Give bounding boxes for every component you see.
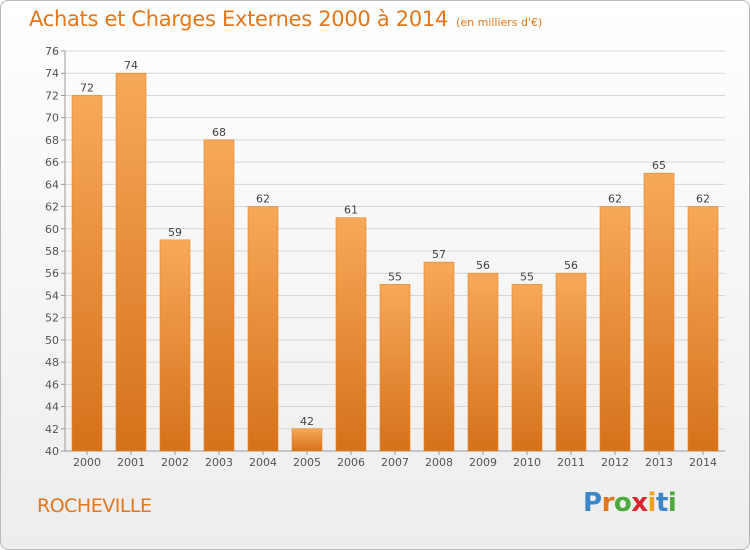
bar-2012 [599, 206, 631, 452]
data-label-2011: 56 [564, 259, 578, 272]
chart-title-row: Achats et Charges Externes 2000 à 2014 (e… [29, 7, 542, 31]
logo-letter: i [667, 488, 677, 518]
y-tick-label: 64 [45, 178, 59, 191]
data-label-2012: 62 [608, 193, 622, 206]
logo-letter: x [631, 488, 648, 518]
logo-letter: P [583, 488, 602, 518]
y-tick-label: 42 [45, 423, 59, 436]
data-label-2006: 61 [344, 204, 358, 217]
bar-2011 [555, 272, 587, 452]
logo-letter: i [647, 488, 657, 518]
bar-2006 [335, 217, 367, 452]
bar-2001 [115, 72, 147, 452]
x-tick-label: 2008 [425, 456, 453, 469]
logo-letter: r [601, 488, 615, 518]
bar-2003 [203, 139, 235, 452]
y-tick-label: 50 [45, 334, 59, 347]
y-tick-label: 72 [45, 89, 59, 102]
y-tick-label: 68 [45, 134, 59, 147]
y-tick-label: 76 [45, 45, 59, 58]
bar-2002 [159, 239, 191, 452]
bar-layer [71, 72, 719, 452]
x-tick-label: 2009 [469, 456, 497, 469]
y-tick-label: 52 [45, 312, 59, 325]
y-tick-label: 74 [45, 67, 59, 80]
proxiti-logo[interactable]: Proxiti [583, 488, 677, 518]
bar-2004 [247, 206, 279, 452]
y-tick-label: 40 [45, 445, 59, 458]
y-tick-label: 70 [45, 112, 59, 125]
bar-2010 [511, 284, 543, 452]
axis-layer: 40 42 44 46 48 50 52 54 56 58 60 62 64 66 68 70 72 74 76 20… [45, 45, 725, 469]
data-label-2004: 62 [256, 193, 270, 206]
chart-title: Achats et Charges Externes 2000 à 2014 [29, 7, 449, 31]
x-tick-label: 2000 [73, 456, 101, 469]
x-tick-label: 2001 [117, 456, 145, 469]
y-tick-label: 62 [45, 201, 59, 214]
data-label-2002: 59 [168, 226, 182, 239]
data-label-2014: 62 [696, 193, 710, 206]
data-label-2008: 57 [432, 248, 446, 261]
x-tick-label: 2011 [557, 456, 585, 469]
y-tick-label: 66 [45, 156, 59, 169]
bar-2013 [643, 172, 675, 452]
bar-2000 [71, 95, 103, 452]
data-label-2005: 42 [300, 415, 314, 428]
x-tick-label: 2010 [513, 456, 541, 469]
y-tick-label: 60 [45, 223, 59, 236]
x-tick-label: 2002 [161, 456, 189, 469]
data-label-2007: 55 [388, 270, 402, 283]
logo-letter: t [655, 488, 668, 518]
x-tick-label: 2005 [293, 456, 321, 469]
x-tick-label: 2003 [205, 456, 233, 469]
bar-2007 [379, 284, 411, 452]
bar-2014 [687, 206, 719, 452]
data-label-2013: 65 [652, 159, 666, 172]
y-tick-label: 44 [45, 401, 59, 414]
label-layer: 72 74 59 68 62 42 61 55 57 56 55 56 62 65 62 [80, 59, 710, 428]
y-tick-label: 58 [45, 245, 59, 258]
x-tick-label: 2006 [337, 456, 365, 469]
x-tick-label: 2004 [249, 456, 277, 469]
x-tick-label: 2013 [645, 456, 673, 469]
bar-2005 [291, 428, 323, 452]
location-name: ROCHEVILLE [37, 495, 152, 517]
data-label-2009: 56 [476, 259, 490, 272]
data-label-2001: 74 [124, 59, 138, 72]
data-label-2000: 72 [80, 81, 94, 94]
data-label-2010: 55 [520, 270, 534, 283]
data-label-2003: 68 [212, 126, 226, 139]
x-tick-label: 2007 [381, 456, 409, 469]
chart-unit: (en milliers d'€) [456, 16, 543, 29]
x-tick-label: 2014 [689, 456, 717, 469]
bar-2009 [467, 272, 499, 452]
y-tick-label: 48 [45, 356, 59, 369]
y-tick-label: 54 [45, 289, 59, 302]
y-tick-label: 56 [45, 267, 59, 280]
bar-2008 [423, 261, 455, 452]
logo-letter: o [613, 488, 632, 518]
x-tick-label: 2012 [601, 456, 629, 469]
y-tick-label: 46 [45, 378, 59, 391]
